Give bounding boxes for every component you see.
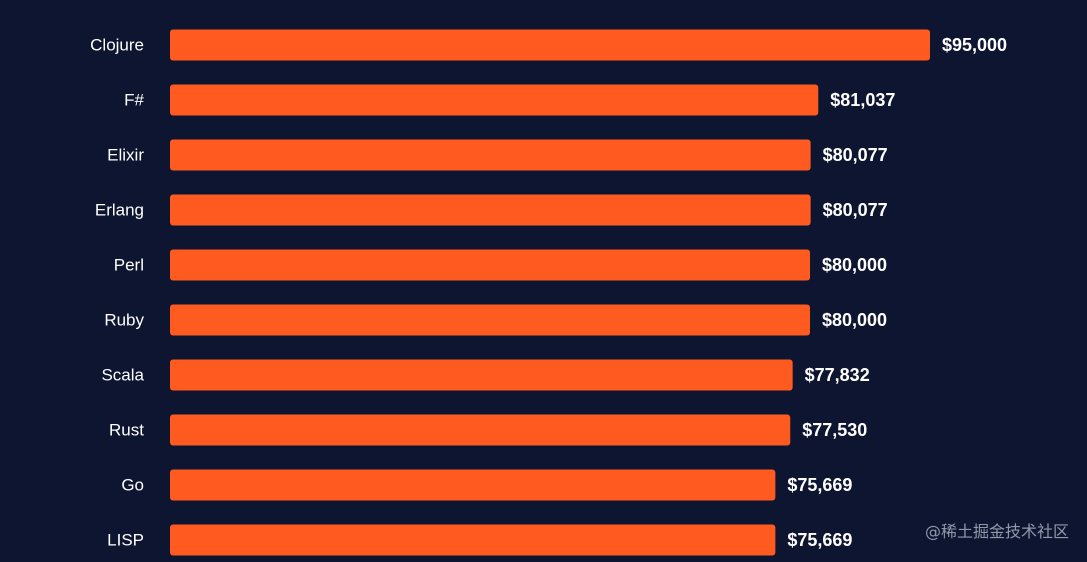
value-label: $95,000 [942,35,1007,55]
bar [170,359,793,391]
value-label: $77,832 [805,365,870,385]
bar [170,139,811,171]
category-label: Erlang [95,201,144,220]
bar-row: F# $81,037 [124,84,895,116]
bar [170,194,811,226]
bar [170,469,776,501]
value-label: $80,000 [822,310,887,330]
bar [170,414,791,446]
value-label: $80,077 [823,200,888,220]
value-label: $81,037 [830,90,895,110]
category-label: Scala [101,366,144,385]
bar-row: Perl $80,000 [114,249,887,281]
bar-row: Clojure $95,000 [90,29,1007,61]
bar [170,249,810,281]
bar-row: LISP $75,669 [107,524,852,556]
category-label: Go [121,476,144,495]
category-label: Perl [114,256,144,275]
value-label: $75,669 [787,530,852,550]
bar [170,29,930,61]
bar-row: Elixir $80,077 [107,139,888,171]
value-label: $77,530 [802,420,867,440]
watermark-text: @稀土掘金技术社区 [924,522,1069,541]
bar [170,84,819,116]
category-label: F# [124,91,144,110]
bar-row: Erlang $80,077 [95,194,888,226]
bar-row: Go $75,669 [121,469,852,501]
bar-row: Rust $77,530 [109,414,867,446]
bar [170,524,776,556]
category-label: Ruby [104,311,144,330]
bar [170,304,810,336]
value-label: $80,000 [822,255,887,275]
value-label: $80,077 [823,145,888,165]
bar-row: Scala $77,832 [101,359,870,391]
category-label: Clojure [90,36,144,55]
category-label: Elixir [107,146,144,165]
bar-row: Ruby $80,000 [104,304,887,336]
category-label: LISP [107,531,144,550]
category-label: Rust [109,421,144,440]
value-label: $75,669 [787,475,852,495]
